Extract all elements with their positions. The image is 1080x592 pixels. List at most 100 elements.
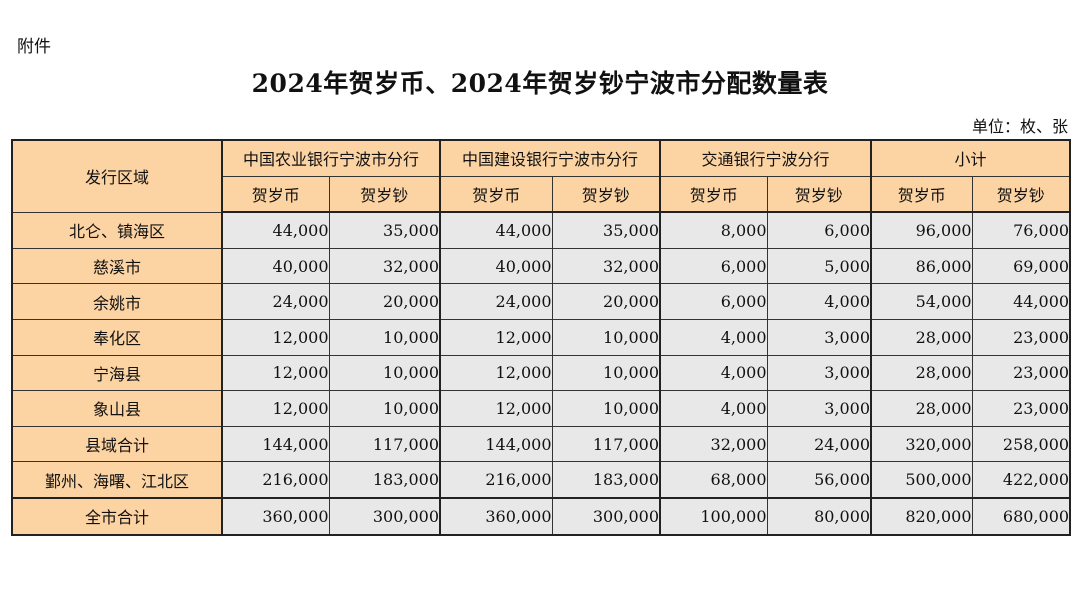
value-cell: 10,000	[328, 354, 442, 392]
region-cell: 慈溪市	[11, 247, 223, 285]
value-cell: 12,000	[439, 390, 553, 427]
value-cell: 12,000	[439, 354, 553, 392]
value-cell: 68,000	[659, 461, 768, 499]
value-cell: 10,000	[551, 318, 662, 356]
region-cell: 宁海县	[11, 354, 223, 392]
value-cell: 20,000	[328, 283, 442, 320]
group-header-ccb: 中国建设银行宁波市分行	[439, 139, 662, 177]
value-cell: 54,000	[870, 283, 973, 320]
table-row: 全市合计 360,000 300,000 360,000 300,000 100,000 8…	[11, 496, 1071, 536]
value-cell: 4,000	[659, 354, 768, 392]
group-header-abc: 中国农业银行宁波市分行	[221, 139, 442, 177]
value-cell: 4,000	[659, 390, 768, 427]
sub-header-note: 贺岁钞	[766, 175, 873, 214]
value-cell: 183,000	[328, 461, 442, 499]
table-row: 县域合计 144,000 117,000 144,000 117,000 32,000 24…	[11, 425, 1071, 463]
sub-header-note: 贺岁钞	[971, 175, 1071, 214]
table-row: 北仑、镇海区 44,000 35,000 44,000 35,000 8,000 6,000…	[11, 211, 1071, 249]
sub-header-coin: 贺岁币	[870, 175, 973, 214]
value-cell: 86,000	[870, 247, 973, 285]
value-cell: 3,000	[766, 354, 873, 392]
table-row: 慈溪市 40,000 32,000 40,000 32,000 6,000 5,000 86,…	[11, 247, 1071, 285]
value-cell: 820,000	[870, 496, 973, 536]
value-cell: 680,000	[971, 496, 1071, 536]
value-cell: 32,000	[551, 247, 662, 285]
value-cell: 300,000	[551, 496, 662, 536]
value-cell: 10,000	[328, 390, 442, 427]
page-title: 2024年贺岁币、2024年贺岁钞宁波市分配数量表	[251, 69, 829, 98]
value-cell: 117,000	[551, 425, 662, 463]
value-cell: 44,000	[439, 211, 553, 249]
value-cell: 183,000	[551, 461, 662, 499]
value-cell: 5,000	[766, 247, 873, 285]
value-cell: 12,000	[221, 318, 330, 356]
value-cell: 12,000	[439, 318, 553, 356]
value-cell: 35,000	[551, 211, 662, 249]
value-cell: 28,000	[870, 390, 973, 427]
value-cell: 422,000	[971, 461, 1071, 499]
value-cell: 24,000	[221, 283, 330, 320]
value-cell: 500,000	[870, 461, 973, 499]
region-cell: 余姚市	[11, 283, 223, 320]
region-cell: 鄞州、海曙、江北区	[11, 461, 223, 499]
value-cell: 300,000	[328, 496, 442, 536]
value-cell: 24,000	[766, 425, 873, 463]
region-cell: 县域合计	[11, 425, 223, 463]
value-cell: 96,000	[870, 211, 973, 249]
allocation-table: 发行区域 中国农业银行宁波市分行 中国建设银行宁波市分行 交通银行宁波分行 小计…	[11, 139, 1072, 536]
sub-header-coin: 贺岁币	[439, 175, 553, 214]
table-row: 鄞州、海曙、江北区 216,000 183,000 216,000 183,000 68,…	[11, 461, 1071, 499]
value-cell: 8,000	[659, 211, 768, 249]
value-cell: 44,000	[221, 211, 330, 249]
value-cell: 144,000	[221, 425, 330, 463]
value-cell: 117,000	[328, 425, 442, 463]
sub-header-note: 贺岁钞	[551, 175, 662, 214]
group-header-bocom: 交通银行宁波分行	[659, 139, 873, 177]
table-row: 象山县 12,000 10,000 12,000 10,000 4,000 3,000 28,…	[11, 390, 1071, 427]
value-cell: 3,000	[766, 390, 873, 427]
value-cell: 20,000	[551, 283, 662, 320]
region-cell: 北仑、镇海区	[11, 211, 223, 249]
value-cell: 10,000	[328, 318, 442, 356]
value-cell: 4,000	[766, 283, 873, 320]
value-cell: 80,000	[766, 496, 873, 536]
value-cell: 12,000	[221, 390, 330, 427]
value-cell: 23,000	[971, 318, 1071, 356]
value-cell: 258,000	[971, 425, 1071, 463]
value-cell: 320,000	[870, 425, 973, 463]
region-cell: 象山县	[11, 390, 223, 427]
value-cell: 360,000	[439, 496, 553, 536]
value-cell: 44,000	[971, 283, 1071, 320]
value-cell: 69,000	[971, 247, 1071, 285]
value-cell: 35,000	[328, 211, 442, 249]
value-cell: 10,000	[551, 354, 662, 392]
value-cell: 10,000	[551, 390, 662, 427]
value-cell: 32,000	[328, 247, 442, 285]
value-cell: 28,000	[870, 318, 973, 356]
value-cell: 100,000	[659, 496, 768, 536]
value-cell: 12,000	[221, 354, 330, 392]
sub-header-coin: 贺岁币	[659, 175, 768, 214]
value-cell: 144,000	[439, 425, 553, 463]
group-header-subtotal: 小计	[870, 139, 1071, 177]
table-row: 宁海县 12,000 10,000 12,000 10,000 4,000 3,000 28,…	[11, 354, 1071, 392]
sub-header-coin: 贺岁币	[221, 175, 330, 214]
region-cell: 奉化区	[11, 318, 223, 356]
table-row: 奉化区 12,000 10,000 12,000 10,000 4,000 3,000 28,…	[11, 318, 1071, 356]
region-header: 发行区域	[11, 139, 223, 213]
region-cell: 全市合计	[11, 496, 223, 536]
value-cell: 23,000	[971, 354, 1071, 392]
value-cell: 216,000	[221, 461, 330, 499]
table-row: 余姚市 24,000 20,000 24,000 20,000 6,000 4,000 54,…	[11, 283, 1071, 320]
value-cell: 6,000	[659, 283, 768, 320]
value-cell: 76,000	[971, 211, 1071, 249]
value-cell: 4,000	[659, 318, 768, 356]
value-cell: 216,000	[439, 461, 553, 499]
header-row-sub: 贺岁币 贺岁钞 贺岁币 贺岁钞 贺岁币 贺岁钞 贺岁币 贺岁钞	[12, 175, 1071, 214]
value-cell: 32,000	[659, 425, 768, 463]
value-cell: 6,000	[659, 247, 768, 285]
value-cell: 24,000	[439, 283, 553, 320]
value-cell: 3,000	[766, 318, 873, 356]
value-cell: 28,000	[870, 354, 973, 392]
value-cell: 40,000	[439, 247, 553, 285]
